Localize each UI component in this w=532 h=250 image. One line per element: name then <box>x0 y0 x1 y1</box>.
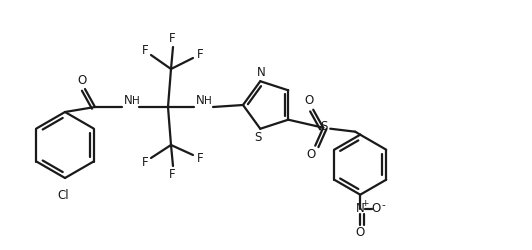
Text: S: S <box>321 120 328 133</box>
Text: O: O <box>77 74 87 86</box>
Text: F: F <box>169 168 176 180</box>
Text: N: N <box>257 66 265 79</box>
Text: -: - <box>381 200 385 210</box>
Text: H: H <box>204 96 212 106</box>
Text: Cl: Cl <box>57 189 69 202</box>
Text: F: F <box>169 32 176 46</box>
Text: F: F <box>142 156 148 170</box>
Text: F: F <box>197 152 203 166</box>
Text: O: O <box>355 226 365 239</box>
Text: F: F <box>197 48 203 60</box>
Text: O: O <box>371 202 381 215</box>
Text: O: O <box>305 94 314 107</box>
Text: H: H <box>132 96 140 106</box>
Text: F: F <box>142 44 148 58</box>
Text: +: + <box>361 199 369 208</box>
Text: N: N <box>196 94 204 108</box>
Text: N: N <box>356 202 364 215</box>
Text: S: S <box>255 131 262 144</box>
Text: O: O <box>306 148 316 161</box>
Text: N: N <box>123 94 132 108</box>
